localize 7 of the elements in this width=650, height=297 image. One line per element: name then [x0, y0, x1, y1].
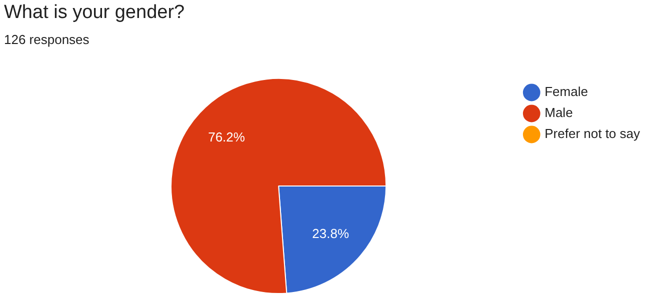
legend-label: Prefer not to say [544, 126, 640, 142]
text: 126 responses [4, 32, 90, 47]
data-label: 76.2% [208, 129, 246, 144]
chart-title: What is your gender? [4, 2, 185, 24]
data-label: 23.8% [312, 226, 350, 241]
legend-label: Male [544, 105, 573, 120]
legend-label: Female [544, 84, 588, 100]
